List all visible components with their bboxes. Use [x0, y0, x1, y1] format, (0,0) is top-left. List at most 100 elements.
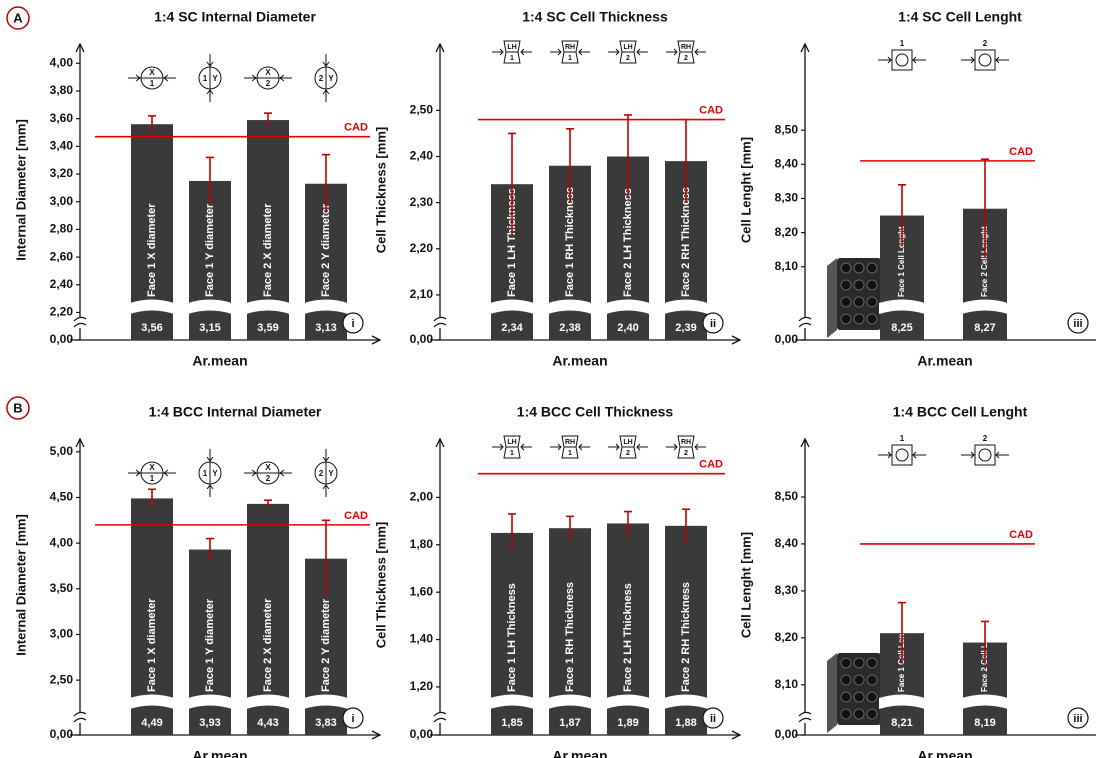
y-tick-label: 0,00 [410, 332, 434, 346]
icon-label: 1 [150, 474, 155, 483]
y-tick-label: 1,80 [410, 537, 434, 551]
bar-category-label: Face 2 X diameter [262, 203, 274, 297]
value-label: 2,38 [559, 322, 580, 334]
y-tick-label: 8,50 [775, 489, 799, 503]
value-label: 2,39 [675, 322, 696, 334]
bar-category-label: Face 2 RH Thickness [680, 582, 692, 692]
y-tick-label: 8,30 [775, 583, 799, 597]
value-label: 3,93 [199, 717, 220, 729]
icon-label: 2 [684, 55, 688, 62]
icon-label: Y [212, 74, 218, 83]
icon-label: RH [681, 44, 691, 51]
bar-category-label: Face 2 X diameter [262, 598, 274, 692]
value-label: 1,85 [501, 717, 522, 729]
value-label: 8,19 [974, 717, 995, 729]
panel-label: ii [710, 713, 716, 725]
value-label: 2,40 [617, 322, 638, 334]
icon [896, 449, 908, 461]
lattice-hole [841, 709, 851, 719]
y-tick-label: 2,10 [410, 287, 434, 301]
bar-category-label: Face 1 Y diameter [204, 203, 216, 297]
y-axis-label: Cell Thickness [mm] [373, 127, 388, 253]
lattice-side [827, 258, 837, 338]
bar-category-label: Face 1 X diameter [146, 598, 158, 692]
y-tick-label: 3,50 [50, 581, 74, 595]
chart-title: 1:4 SC Cell Lenght [898, 9, 1022, 25]
y-tick-label: 2,60 [50, 249, 74, 263]
value-label: 1,89 [617, 717, 638, 729]
icon-label: LH [507, 439, 516, 446]
lattice-hole [867, 263, 877, 273]
icon-label: 2 [319, 469, 324, 478]
icon-label: 1 [510, 450, 514, 457]
figure: AB1:4 SC Internal DiameterInternal Diame… [0, 0, 1096, 758]
y-tick-label: 1,60 [410, 584, 434, 598]
y-tick-label: 2,50 [410, 103, 434, 117]
lattice-hole [867, 314, 877, 324]
y-tick-label: 3,00 [50, 627, 74, 641]
y-tick-label: 8,10 [775, 677, 799, 691]
y-axis-label: Cell Lenght [mm] [738, 137, 753, 243]
y-axis-label: Cell Thickness [mm] [373, 522, 388, 648]
x-axis-label: Ar.mean [917, 353, 972, 369]
y-tick-label: 3,60 [50, 111, 74, 125]
icon-label: 1 [203, 74, 208, 83]
y-tick-label: 0,00 [775, 727, 799, 741]
icon-label: 1 [568, 55, 572, 62]
section-label: A [13, 10, 23, 25]
icon-label: Y [328, 469, 334, 478]
lattice-side [827, 653, 837, 733]
value-label: 1,87 [559, 717, 580, 729]
reference-label: CAD [699, 459, 723, 471]
icon-label: 2 [266, 79, 271, 88]
y-tick-label: 8,40 [775, 156, 799, 170]
y-tick-label: 8,10 [775, 259, 799, 273]
reference-label: CAD [344, 122, 368, 134]
bar-category-label: Face 1 Y diameter [204, 598, 216, 692]
value-label: 8,25 [891, 322, 912, 334]
y-tick-label: 8,20 [775, 225, 799, 239]
bar-category-label: Face 1 RH Thickness [564, 582, 576, 692]
panel-label: iii [1073, 318, 1082, 330]
y-tick-label: 5,00 [50, 444, 74, 458]
panel-label: i [351, 318, 354, 330]
y-tick-label: 0,00 [775, 332, 799, 346]
section-label: B [13, 400, 22, 415]
lattice-hole [867, 709, 877, 719]
reference-label: CAD [699, 105, 723, 117]
lattice-hole [854, 658, 864, 668]
y-tick-label: 8,50 [775, 122, 799, 136]
y-tick-label: 0,00 [410, 727, 434, 741]
y-tick-label: 2,40 [410, 149, 434, 163]
icon-label: 2 [684, 450, 688, 457]
icon-label: 2 [626, 450, 630, 457]
y-tick-label: 2,20 [410, 241, 434, 255]
y-axis-label: Internal Diameter [mm] [13, 119, 28, 261]
value-label: 4,49 [141, 717, 162, 729]
lattice-hole [841, 297, 851, 307]
icon-label: 2 [983, 434, 988, 443]
icon-label: 2 [319, 74, 324, 83]
y-tick-label: 2,00 [410, 490, 434, 504]
reference-label: CAD [344, 510, 368, 522]
y-tick-label: 2,50 [50, 672, 74, 686]
icon-label: 1 [900, 434, 905, 443]
lattice-hole [854, 314, 864, 324]
icon-label: RH [565, 44, 575, 51]
value-label: 3,13 [315, 322, 336, 334]
lattice-hole [841, 658, 851, 668]
lattice-hole [841, 314, 851, 324]
bar-category-label: Face 2 Y diameter [320, 598, 332, 692]
lattice-hole [854, 709, 864, 719]
bar-category-label: Face 1 RH Thickness [564, 187, 576, 297]
icon-label: 1 [900, 39, 905, 48]
icon-label: 2 [626, 55, 630, 62]
lattice-hole [854, 263, 864, 273]
icon-label: 1 [203, 469, 208, 478]
value-label: 3,56 [141, 322, 162, 334]
icon-label: Y [212, 469, 218, 478]
icon [979, 449, 991, 461]
icon-label: X [149, 463, 155, 472]
value-label: 2,34 [501, 322, 523, 334]
lattice-hole [867, 297, 877, 307]
